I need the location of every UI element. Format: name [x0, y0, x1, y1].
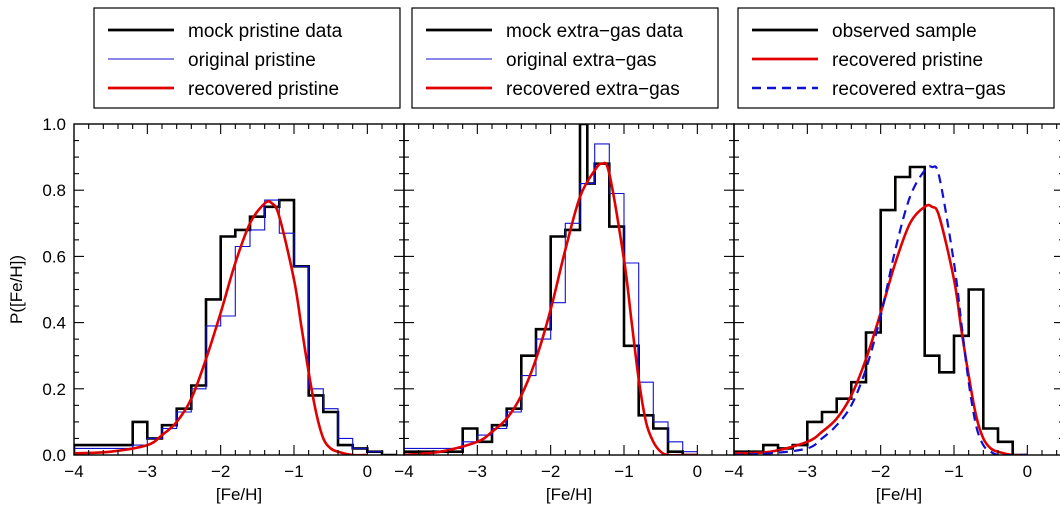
- panel-1-series-2-line: [74, 199, 397, 455]
- legend-panel-3: observed sample recovered pristine recover…: [737, 7, 1055, 109]
- legend-label: recovered extra−gas: [506, 79, 680, 100]
- panel-2-series-3-line: [404, 161, 698, 455]
- panel-3-series: [734, 165, 1028, 455]
- x-tick-label: −4: [394, 462, 413, 481]
- legend-label: recovered pristine: [188, 79, 339, 100]
- y-tick-label: 0.0: [42, 446, 66, 465]
- x-tick-label: −2: [541, 462, 560, 481]
- legends: mock pristine data original pristine recov…: [93, 7, 1055, 109]
- legend-panel-2: mock extra−gas data original extra−gas rec…: [411, 7, 719, 109]
- legend-label: mock extra−gas data: [506, 21, 683, 42]
- legend-box: [411, 7, 719, 109]
- panel-3-frame: [733, 123, 1060, 456]
- plot-panels: [74, 124, 1028, 455]
- panel-1-series-3-line: [74, 200, 368, 455]
- y-tick-label: 0.2: [42, 380, 66, 399]
- x-tick-label: −4: [724, 462, 743, 481]
- legend-label: recovered extra−gas: [832, 79, 1006, 100]
- legend-label: original extra−gas: [506, 50, 657, 71]
- x-tick-label: −2: [211, 462, 230, 481]
- x-tick-label: 0: [693, 462, 702, 481]
- legend-box: [93, 7, 401, 109]
- panel-1-series-1-line: [74, 198, 397, 455]
- y-tick-label: 0.6: [42, 247, 66, 266]
- panel-1-series: [74, 198, 397, 455]
- y-tick-label: 0.8: [42, 181, 66, 200]
- x-tick-label: 0: [363, 462, 372, 481]
- axis-labels: −4 −3 −2 −1 0 0.0 0.2 0.4 0.6 0.8 1.0 [Fe/H] P([Fe/H…: [7, 115, 1032, 504]
- x-tick-label: −4: [64, 462, 83, 481]
- legend-label: original pristine: [188, 50, 316, 71]
- x-tick-label: −3: [468, 462, 487, 481]
- y-tick-label: 1.0: [42, 115, 66, 134]
- x-tick-label: 0: [1023, 462, 1032, 481]
- x-tick-label: −2: [871, 462, 890, 481]
- x-tick-label: −1: [284, 462, 303, 481]
- legend-label: mock pristine data: [188, 21, 343, 42]
- panel-2-series: [404, 124, 698, 455]
- legend-panel-1: mock pristine data original pristine recov…: [93, 7, 401, 109]
- y-tick-label: 0.4: [42, 314, 66, 333]
- x-tick-label: −1: [944, 462, 963, 481]
- panel-1-frame: [73, 123, 405, 456]
- x-axis-label: [Fe/H]: [876, 485, 922, 504]
- panel-2-frame: [403, 123, 735, 456]
- x-axis-label: [Fe/H]: [546, 485, 592, 504]
- axes-frames: [73, 123, 1060, 456]
- legend-label: recovered pristine: [832, 50, 983, 71]
- x-tick-label: −3: [798, 462, 817, 481]
- x-tick-label: −3: [138, 462, 157, 481]
- x-axis-label: [Fe/H]: [216, 485, 262, 504]
- legend-label: observed sample: [832, 21, 977, 42]
- y-axis-label: P([Fe/H]): [7, 255, 26, 324]
- x-tick-label: −1: [614, 462, 633, 481]
- panel-3-series-2-line: [734, 203, 1028, 455]
